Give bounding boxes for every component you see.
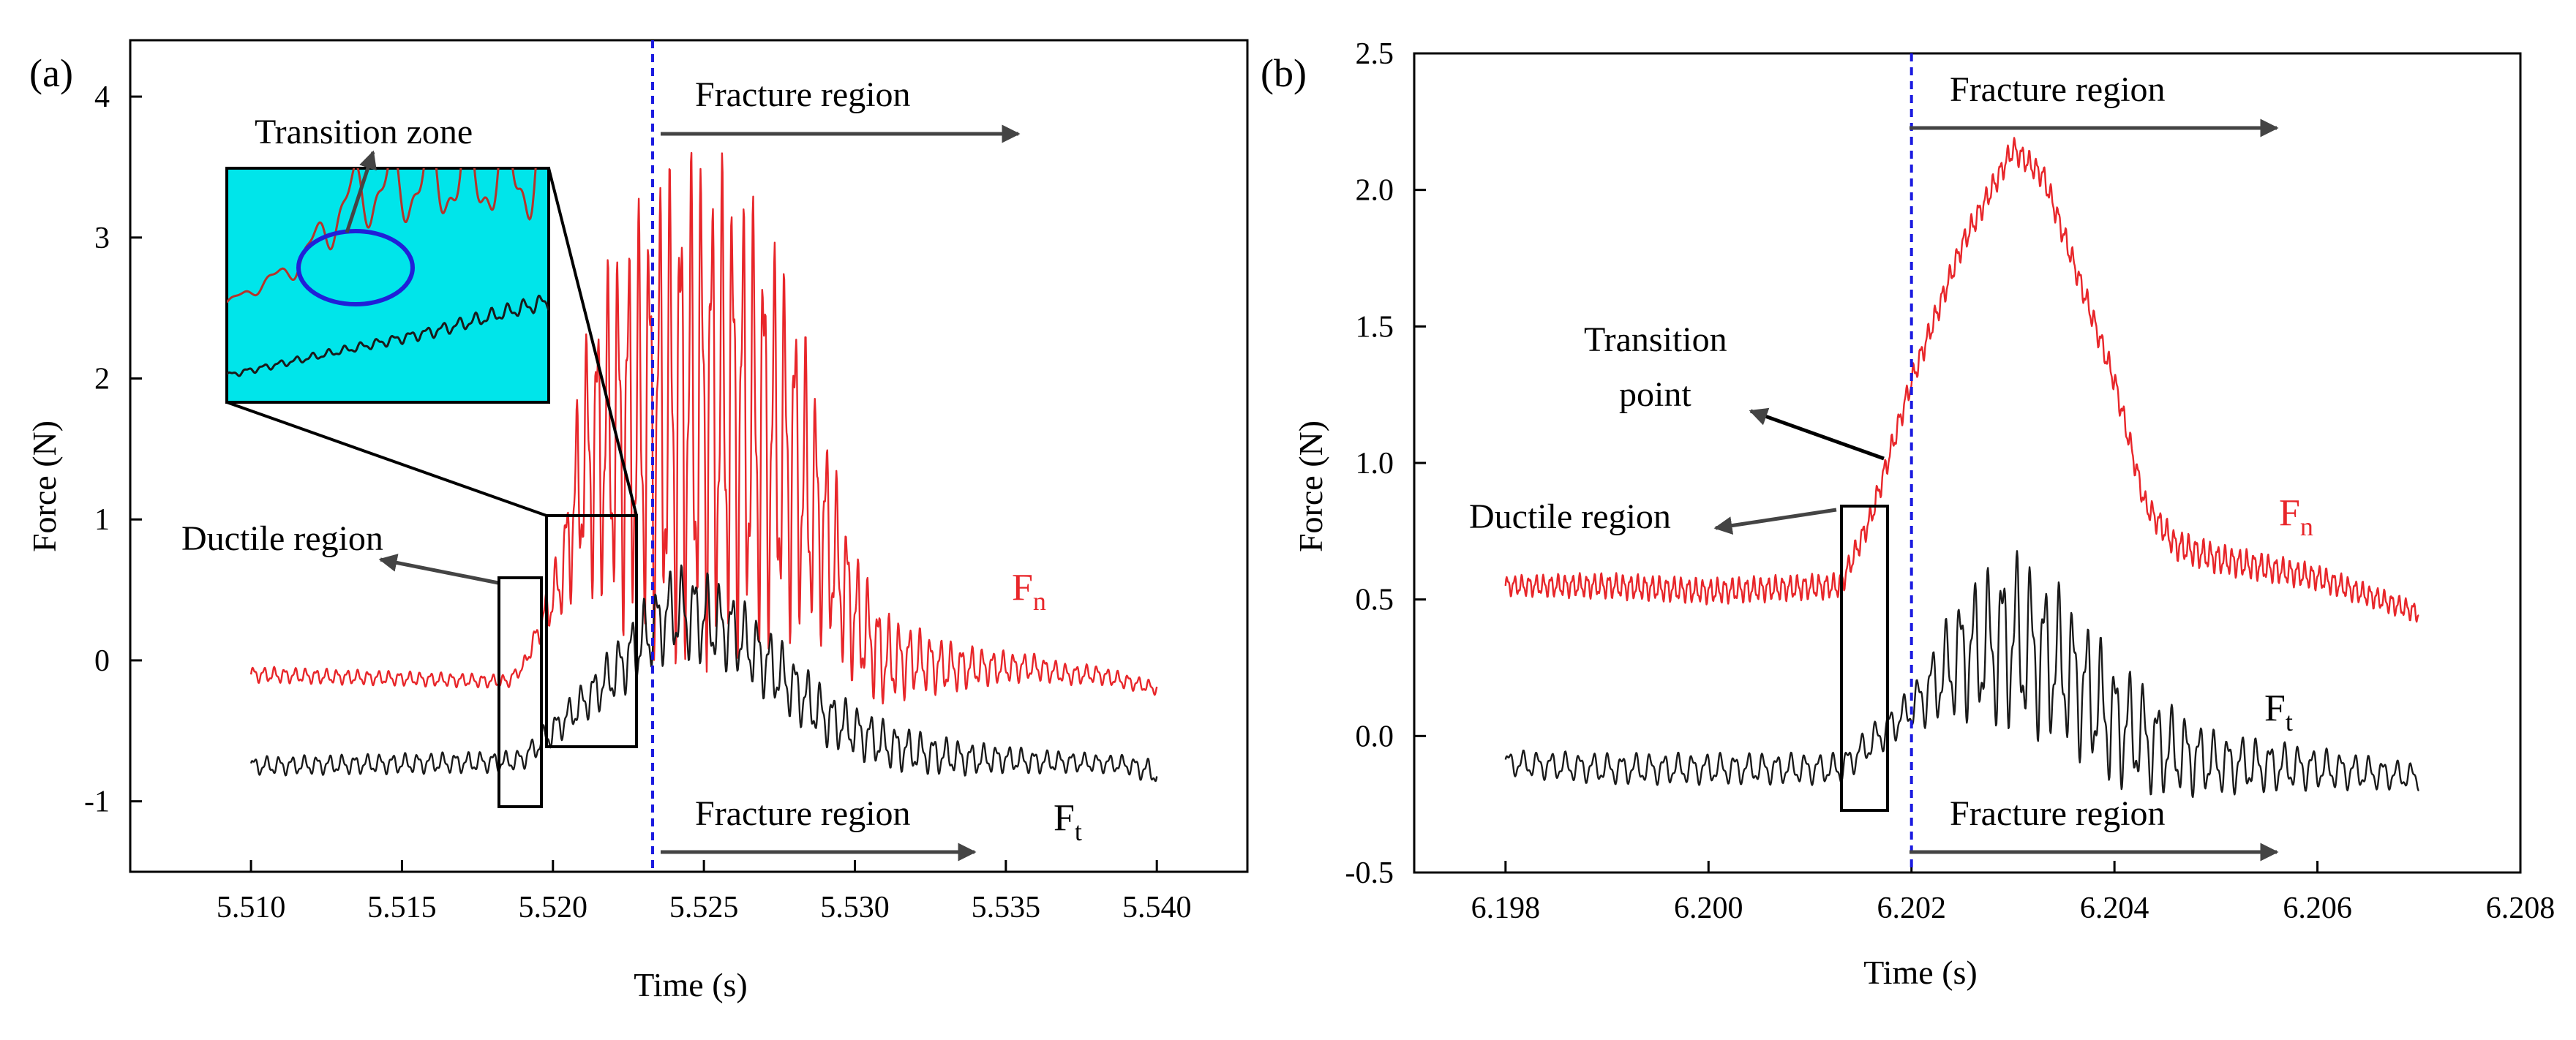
panel-b-plot-frame: [1413, 52, 2522, 874]
panel-b-ductile-arrow: [1713, 508, 1837, 535]
panel-a-inset-traces: [227, 168, 549, 377]
panel-a-y-axis-title: Force (N): [26, 421, 63, 552]
y-tick-label: -1: [84, 785, 110, 819]
series-line-f-t: [1504, 550, 2419, 799]
panel-a-fracture-label-top: Fracture region: [695, 75, 911, 114]
panel-b-ft-label: Ft: [2264, 687, 2293, 736]
x-tick-label: 5.515: [367, 891, 437, 924]
x-tick-label: 6.198: [1471, 892, 1541, 925]
panel-a-transition-box: [545, 514, 638, 748]
series-line-f-n: [1504, 137, 2419, 623]
x-tick-label: 5.525: [669, 891, 739, 924]
panel-b-x-axis-title: Time (s): [1863, 954, 1978, 991]
y-tick-label: 0.0: [1356, 720, 1394, 753]
panel-a-fracture-label-bottom: Fracture region: [695, 794, 911, 833]
panel-a-plot-frame: [129, 39, 1249, 873]
panel-a-x-axis: 5.510 5.515 5.520 5.525 5.530 5.535 5.540: [217, 860, 1192, 924]
y-tick-label: 1.0: [1356, 447, 1394, 481]
x-tick-label: 6.208: [2486, 892, 2556, 925]
x-tick-label: 5.540: [1122, 891, 1192, 924]
panel-a-x-axis-title: Time (s): [634, 966, 748, 1003]
series-line-f-n: [249, 151, 1158, 705]
y-tick-label: 2.0: [1356, 174, 1394, 208]
panel-b-fn-main: F: [2279, 492, 2300, 534]
panel-a-ductile-box: [497, 576, 543, 808]
panel-b-transition-label-line2: point: [1619, 375, 1691, 414]
x-tick-label: 5.520: [519, 891, 588, 924]
y-tick-label: 0: [94, 644, 110, 678]
panel-b-ductile-box: [1840, 505, 1889, 812]
panel-b-x-axis: 6.198 6.200 6.202 6.204 6.206 6.208: [1471, 861, 2556, 925]
panel-b-transition-arrow: [1749, 407, 1885, 461]
panel-a-ductile-arrow: [378, 554, 499, 585]
panel-a-ft-sub: t: [1075, 817, 1082, 846]
panel-a-fn-label: Fn: [1012, 567, 1046, 616]
panel-a-label: (a): [29, 51, 73, 95]
y-tick-label: 1.5: [1356, 310, 1394, 344]
panel-a-transition-zone-ellipse: [296, 229, 415, 306]
panel-a-y-axis: -1 0 1 2 3 4: [84, 80, 142, 819]
x-tick-label: 6.200: [1674, 892, 1743, 925]
panel-b-y-axis: -0.5 0.0 0.5 1.0 1.5 2.0 2.5: [1345, 37, 1426, 890]
panel-b-ft-main: F: [2264, 687, 2286, 729]
x-tick-label: 5.530: [820, 891, 890, 924]
y-tick-label: -0.5: [1345, 856, 1394, 890]
y-tick-label: 2: [94, 363, 110, 396]
panel-b-ductile-label: Ductile region: [1469, 497, 1671, 536]
x-tick-label: 6.204: [2080, 892, 2149, 925]
series-line-f-t: [249, 564, 1158, 783]
panel-b-fracture-label-bottom: Fracture region: [1950, 794, 2166, 833]
y-tick-label: 0.5: [1356, 584, 1394, 617]
x-tick-label: 6.202: [1877, 892, 1946, 925]
panel-a-fn-sub: n: [1033, 587, 1046, 616]
inset-fn-trace: [227, 168, 537, 304]
panel-a-ductile-label: Ductile region: [181, 519, 383, 558]
panel-a-ft-main: F: [1054, 797, 1075, 839]
panel-b-transition-label-line1: Transition: [1584, 320, 1727, 359]
y-tick-label: 1: [94, 503, 110, 537]
x-tick-label: 5.510: [217, 891, 286, 924]
panel-a-zoom-inset: [225, 167, 550, 404]
panel-a-inset-connector-top: [547, 167, 638, 516]
panel-a-ft-label: Ft: [1054, 797, 1082, 846]
panel-b-series-layer: [1504, 137, 2419, 799]
panel-b-fn-sub: n: [2300, 512, 2313, 541]
inset-ft-trace: [227, 294, 549, 377]
x-tick-label: 5.535: [972, 891, 1041, 924]
panel-a-transition-zone-arrow: [345, 150, 377, 233]
panel-b-fracture-label-top: Fracture region: [1950, 70, 2166, 109]
y-tick-label: 4: [94, 80, 110, 114]
panel-b-y-axis-title: Force (N): [1292, 421, 1329, 552]
chart-panel-b: -0.50.00.51.01.52.02.5 6.198 6.200 6.202 6.…: [1261, 37, 2555, 991]
panel-b-label: (b): [1261, 51, 1307, 95]
panel-a-inset-connector-bottom: [226, 401, 547, 517]
panel-a-series-layer: [249, 151, 1158, 783]
panel-b-ft-sub: t: [2286, 707, 2293, 736]
panel-b-fn-label: Fn: [2279, 492, 2313, 541]
panel-a-fn-main: F: [1012, 567, 1033, 608]
x-tick-label: 6.206: [2283, 892, 2352, 925]
panel-a-transition-zone-label: Transition zone: [255, 113, 473, 151]
y-tick-label: 3: [94, 222, 110, 255]
y-tick-label: 2.5: [1356, 37, 1394, 71]
